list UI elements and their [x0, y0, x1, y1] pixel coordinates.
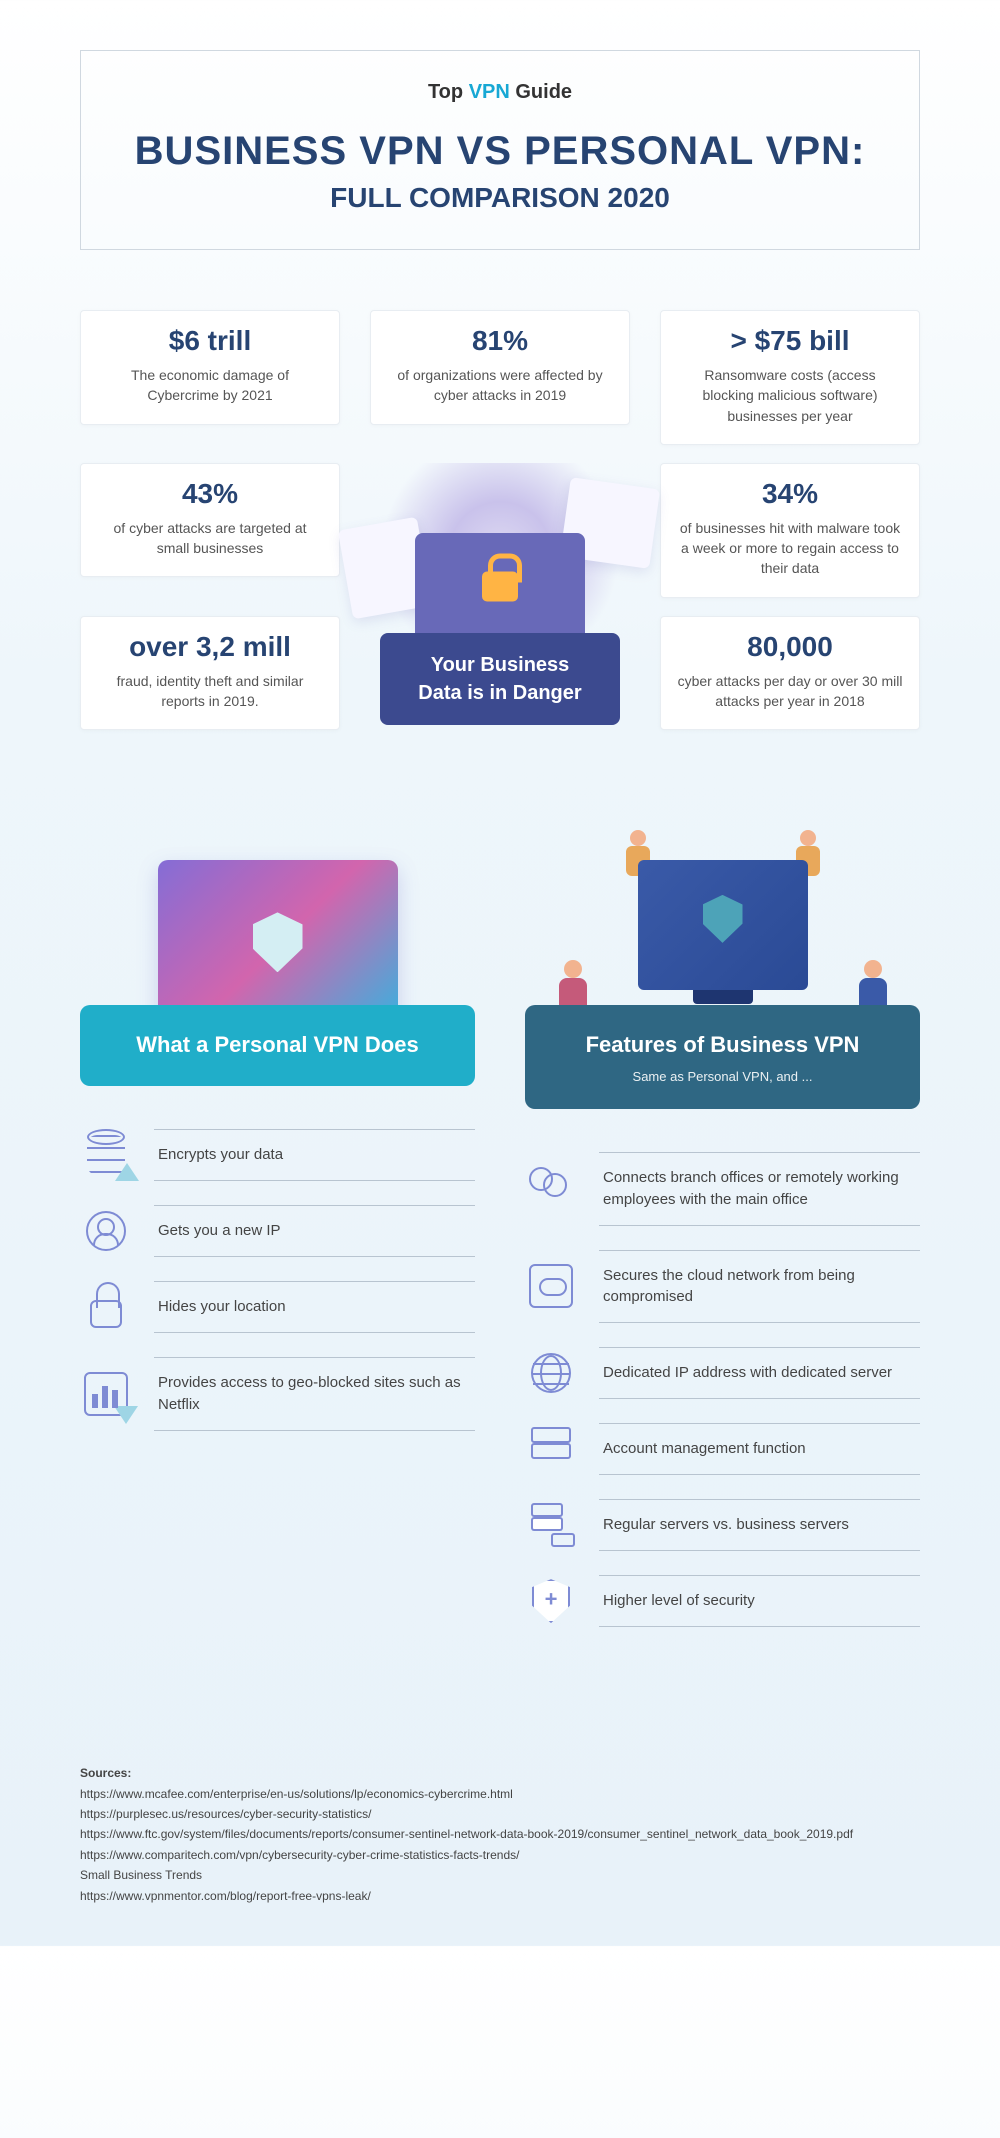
feature-text: Higher level of security: [599, 1575, 920, 1627]
source-link: https://www.comparitech.com/vpn/cybersec…: [80, 1845, 920, 1865]
feature-item: Hides your location: [80, 1273, 475, 1341]
sources-label: Sources:: [80, 1763, 920, 1783]
stat-ransomware-cost: > $75 bill Ransomware costs (access bloc…: [660, 310, 920, 445]
infographic-container: Top VPN Guide BUSINESS VPN VS PERSONAL V…: [0, 0, 1000, 1946]
comparison-section: What a Personal VPN Does Encrypts your d…: [80, 830, 920, 1643]
stat-economic-damage: $6 trill The economic damage of Cybercri…: [80, 310, 340, 425]
feature-text: Dedicated IP address with dedicated serv…: [599, 1347, 920, 1399]
feature-item: Gets you a new IP: [80, 1197, 475, 1265]
stat-desc: Ransomware costs (access blocking malici…: [677, 365, 903, 426]
lock-icon: [482, 571, 518, 601]
database-icon: [80, 1129, 132, 1181]
stat-small-business: 43% of cyber attacks are targeted at sma…: [80, 463, 340, 578]
stat-desc: of businesses hit with malware took a we…: [677, 518, 903, 579]
stat-malware-recovery: 34% of businesses hit with malware took …: [660, 463, 920, 598]
feature-text: Regular servers vs. business servers: [599, 1499, 920, 1551]
source-link: Small Business Trends: [80, 1865, 920, 1885]
main-title: BUSINESS VPN VS PERSONAL VPN:: [101, 129, 899, 174]
subtitle: FULL COMPARISON 2020: [101, 182, 899, 214]
stat-value: 43%: [97, 478, 323, 510]
stat-value: > $75 bill: [677, 325, 903, 357]
stat-fraud-reports: over 3,2 mill fraud, identity theft and …: [80, 616, 340, 731]
header-box: Top VPN Guide BUSINESS VPN VS PERSONAL V…: [80, 50, 920, 250]
stat-orgs-affected: 81% of organizations were affected by cy…: [370, 310, 630, 425]
stat-desc: of organizations were affected by cyber …: [387, 365, 613, 406]
stat-desc: of cyber attacks are targeted at small b…: [97, 518, 323, 559]
shield-icon: [253, 912, 303, 972]
feature-text: Hides your location: [154, 1281, 475, 1333]
brand-top: Top: [428, 81, 463, 103]
business-illustration: [525, 830, 920, 1030]
servers-icon: [525, 1499, 577, 1551]
stat-desc: cyber attacks per day or over 30 mill at…: [677, 671, 903, 712]
stat-value: 80,000: [677, 631, 903, 663]
feature-text: Encrypts your data: [154, 1129, 475, 1181]
center-illustration-col: Your Business Data is in Danger: [370, 463, 630, 725]
stat-desc: fraud, identity theft and similar report…: [97, 671, 323, 712]
brand-logo: Top VPN Guide: [101, 81, 899, 104]
chart-icon: [80, 1368, 132, 1420]
source-link: https://www.mcafee.com/enterprise/en-us/…: [80, 1784, 920, 1804]
feature-item: Account management function: [525, 1415, 920, 1483]
lock-icon: [80, 1281, 132, 1333]
business-header: Features of Business VPN Same as Persona…: [525, 1005, 920, 1109]
source-link: https://www.ftc.gov/system/files/documen…: [80, 1824, 920, 1844]
user-icon: [80, 1205, 132, 1257]
feature-text: Gets you a new IP: [154, 1205, 475, 1257]
feature-item: Secures the cloud network from being com…: [525, 1242, 920, 1332]
screen-icon: [638, 860, 808, 990]
business-feature-list: Connects branch offices or remotely work…: [525, 1144, 920, 1635]
stats-section: $6 trill The economic damage of Cybercri…: [80, 310, 920, 730]
feature-item: Provides access to geo-blocked sites suc…: [80, 1349, 475, 1439]
stat-desc: The economic damage of Cybercrime by 202…: [97, 365, 323, 406]
feature-text: Provides access to geo-blocked sites suc…: [154, 1357, 475, 1431]
brand-guide: Guide: [515, 81, 572, 103]
personal-header: What a Personal VPN Does: [80, 1005, 475, 1086]
globe-icon: [525, 1347, 577, 1399]
stat-value: $6 trill: [97, 325, 323, 357]
feature-text: Connects branch offices or remotely work…: [599, 1152, 920, 1226]
stat-value: 81%: [387, 325, 613, 357]
feature-text: Secures the cloud network from being com…: [599, 1250, 920, 1324]
source-link: https://purplesec.us/resources/cyber-sec…: [80, 1804, 920, 1824]
feature-item: Higher level of security: [525, 1567, 920, 1635]
stat-attacks-per-day: 80,000 cyber attacks per day or over 30 …: [660, 616, 920, 731]
personal-illustration: [80, 830, 475, 1030]
business-vpn-column: Features of Business VPN Same as Persona…: [525, 830, 920, 1643]
sources-section: Sources: https://www.mcafee.com/enterpri…: [80, 1763, 920, 1906]
center-label: Your Business Data is in Danger: [380, 633, 620, 725]
source-link: https://www.vpnmentor.com/blog/report-fr…: [80, 1886, 920, 1906]
personal-feature-list: Encrypts your data Gets you a new IP Hid…: [80, 1121, 475, 1439]
group-icon: [525, 1163, 577, 1215]
feature-item: Dedicated IP address with dedicated serv…: [525, 1339, 920, 1407]
stat-value: over 3,2 mill: [97, 631, 323, 663]
feature-item: Regular servers vs. business servers: [525, 1491, 920, 1559]
shield-icon: [703, 895, 743, 943]
feature-text: Account management function: [599, 1423, 920, 1475]
personal-vpn-column: What a Personal VPN Does Encrypts your d…: [80, 830, 475, 1643]
business-header-sub: Same as Personal VPN, and ...: [555, 1069, 890, 1084]
business-header-title: Features of Business VPN: [555, 1030, 890, 1061]
personal-header-title: What a Personal VPN Does: [110, 1030, 445, 1061]
stat-value: 34%: [677, 478, 903, 510]
cloud-icon: [525, 1260, 577, 1312]
laptop-icon: [415, 533, 585, 643]
feature-item: Connects branch offices or remotely work…: [525, 1144, 920, 1234]
shield-icon: [525, 1575, 577, 1627]
server-icon: [525, 1423, 577, 1475]
brand-vpn: VPN: [469, 81, 510, 103]
feature-item: Encrypts your data: [80, 1121, 475, 1189]
